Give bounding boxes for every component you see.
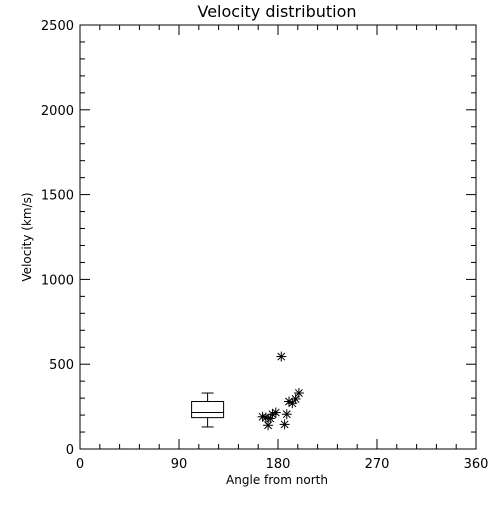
data-point <box>279 419 290 430</box>
y-tick-label: 1500 <box>41 189 74 204</box>
x-tick-label: 0 <box>76 457 84 472</box>
y-tick-label: 0 <box>66 443 74 458</box>
y-tick-label: 2500 <box>41 19 74 34</box>
asterisk-stroke <box>291 395 300 403</box>
y-axis-title: Velocity (km/s) <box>20 192 34 281</box>
x-tick-label: 270 <box>365 457 390 472</box>
asterisk-stroke <box>288 399 297 408</box>
data-point <box>281 409 292 420</box>
y-tick-label: 2000 <box>41 104 74 119</box>
x-axis-title: Angle from north <box>226 473 328 487</box>
data-point <box>276 351 287 362</box>
chart-title: Velocity distribution <box>197 2 356 21</box>
y-tick-label: 1000 <box>41 273 74 288</box>
plot-frame <box>79 24 477 450</box>
asterisk-stroke <box>261 413 270 422</box>
x-tick-label: 90 <box>171 457 188 472</box>
data-point <box>287 398 298 409</box>
asterisk-stroke <box>277 352 286 361</box>
boxplot-box <box>191 401 225 419</box>
data-point <box>263 420 274 431</box>
asterisk-stroke <box>271 408 280 417</box>
x-tick-label: 360 <box>464 457 489 472</box>
y-tick-label: 500 <box>49 358 74 373</box>
boxplot <box>191 392 225 428</box>
asterisk-stroke <box>258 412 267 421</box>
scatter-points <box>257 351 304 431</box>
axes-layer: 0 90 180 270 360 0 500 1000 1500 2000 2500 <box>41 19 489 472</box>
data-point <box>293 388 304 399</box>
asterisk-stroke <box>294 389 303 397</box>
asterisk-stroke <box>280 420 289 429</box>
data-point <box>270 407 281 418</box>
asterisk-stroke <box>282 410 291 419</box>
x-tick-label: 180 <box>266 457 291 472</box>
